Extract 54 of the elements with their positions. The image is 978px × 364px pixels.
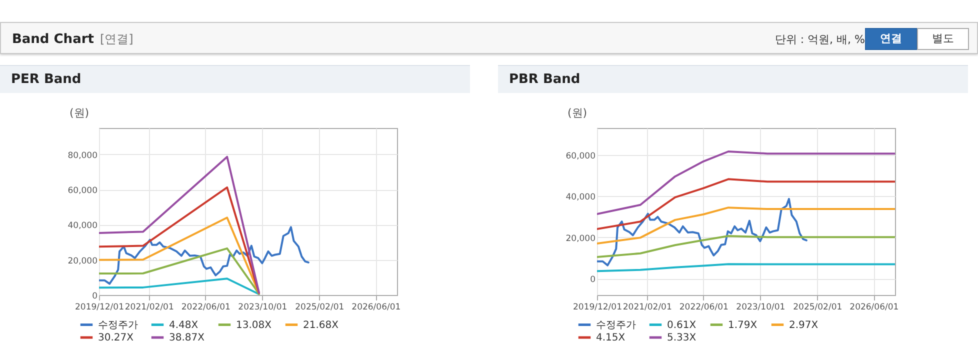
y-tick-label: 60,000 (566, 151, 596, 162)
text: Band Chart (12, 32, 94, 47)
legend-label: 1.79X (728, 320, 758, 331)
line-series (99, 186, 260, 294)
y-tick-label: 60,000 (68, 186, 98, 196)
legend-label: 5.33X (667, 332, 696, 344)
line-series (99, 247, 260, 295)
x-tick-label: 2021/02/01 (124, 302, 174, 312)
line-series (99, 278, 260, 295)
line-series (597, 198, 808, 266)
x-tick-label: 2026/06/01 (850, 302, 899, 312)
y-tick-label: 0 (590, 275, 596, 286)
line-series (99, 216, 260, 294)
x-tick-label: 2021/02/01 (622, 302, 672, 312)
line-series (597, 263, 895, 272)
y-tick-label: 20,000 (566, 234, 596, 244)
text: 연결 (865, 28, 917, 50)
legend-label: 13.08X (236, 320, 272, 331)
y-tick-label: 40,000 (566, 192, 596, 203)
y-tick-label: 20,000 (68, 256, 98, 266)
legend-label: 4.48X (169, 320, 198, 331)
line-series (597, 235, 895, 258)
legend-label: 2.97X (789, 320, 818, 331)
legend-label: 30.27X (98, 332, 134, 344)
y-axis-title: (원) (568, 106, 588, 120)
x-tick-label: 2023/10/01 (238, 302, 288, 312)
x-tick-label: 2025/02/01 (295, 302, 344, 312)
line-series (99, 156, 260, 294)
y-tick-label: 0 (92, 292, 98, 302)
line-series (597, 206, 895, 244)
text: [연결] (100, 32, 134, 46)
x-tick-label: 2019/12/01 (573, 302, 622, 312)
legend-label: 4.15X (596, 332, 626, 344)
legend-label: 38.87X (169, 332, 205, 344)
text: 단위 : 억원, 배, % (774, 32, 865, 47)
x-tick-label: 2026/06/01 (352, 302, 401, 312)
x-tick-label: 2023/10/01 (736, 302, 786, 312)
x-tick-label: 2019/12/01 (75, 302, 124, 312)
y-tick-label: 80,000 (68, 150, 98, 161)
legend-label: 21.68X (303, 320, 339, 331)
legend-label: 0.61X (667, 320, 696, 331)
text: 별도 (917, 28, 969, 50)
line-series (99, 226, 310, 285)
legend-label: 수정주가 (98, 320, 138, 331)
chart-title: PBR Band (498, 65, 968, 93)
line-series (597, 150, 895, 215)
x-tick-label: 2025/02/01 (793, 302, 842, 312)
line-series (597, 178, 895, 230)
y-axis-title: (원) (70, 106, 90, 120)
x-tick-label: 2022/06/01 (181, 302, 230, 312)
y-tick-label: 40,000 (68, 221, 98, 232)
x-tick-label: 2022/06/01 (679, 302, 728, 312)
legend-label: 수정주가 (596, 320, 636, 331)
chart-title: PER Band (0, 65, 470, 93)
